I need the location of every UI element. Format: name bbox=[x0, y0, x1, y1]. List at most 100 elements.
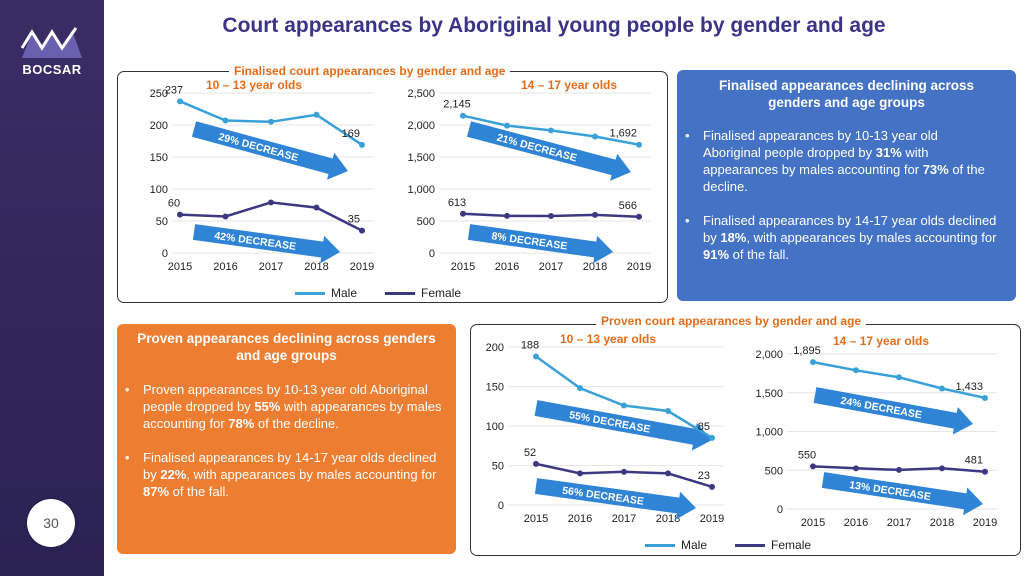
female-data-label: 550 bbox=[798, 449, 816, 461]
y-tick-label: 200 bbox=[486, 342, 504, 354]
female-data-point bbox=[460, 210, 466, 217]
male-data-label: 1,433 bbox=[955, 381, 983, 393]
decrease-annotation: 55% DECREASE bbox=[568, 409, 651, 436]
male-data-label: 169 bbox=[342, 128, 360, 140]
male-data-label: 188 bbox=[521, 339, 539, 351]
male-data-point bbox=[577, 385, 583, 392]
legend-male-swatch bbox=[295, 291, 325, 295]
sidebar: BOCSAR 30 bbox=[0, 0, 104, 576]
female-data-point bbox=[548, 213, 554, 220]
legend-female-label: Female bbox=[771, 538, 812, 552]
decrease-arrow bbox=[534, 400, 712, 451]
y-tick-label: 2,000 bbox=[407, 120, 435, 132]
proven-legend: Male Female bbox=[645, 538, 811, 552]
decrease-arrow bbox=[534, 478, 696, 520]
female-data-point bbox=[939, 465, 945, 472]
male-data-label: 85 bbox=[698, 421, 710, 433]
proven-info-box: Proven appearances declining across gend… bbox=[117, 324, 456, 554]
proven-bullet-2: Finalised appearances by 14-17 year olds… bbox=[117, 449, 442, 500]
proven-bullet-1: Proven appearances by 10-13 year old Abo… bbox=[117, 381, 442, 432]
chart-finalised-14-17: 0 500 1,000 1,500 2,000 2,500 2015 2016 2017 2018… bbox=[407, 78, 651, 273]
finalised-info-box: Finalised appearances declining across g… bbox=[677, 70, 1016, 301]
finalised-panel bbox=[117, 71, 668, 303]
male-data-point bbox=[359, 141, 365, 148]
x-tick-label: 2015 bbox=[168, 261, 192, 273]
x-tick-label: 2016 bbox=[568, 513, 592, 525]
finalised-legend: Male Female bbox=[295, 286, 461, 300]
chart-proven-14-17: 0 500 1,000 1,500 2,000 2015 2016 2017 2018 2019 1… bbox=[755, 334, 997, 529]
proven-info-heading: Proven appearances declining across gend… bbox=[137, 331, 436, 363]
proven-info-list: Proven appearances by 10-13 year old Abo… bbox=[117, 381, 456, 500]
male-data-label: 1,895 bbox=[793, 345, 821, 357]
female-data-point bbox=[636, 213, 642, 220]
male-data-point bbox=[810, 359, 816, 366]
male-data-point bbox=[621, 402, 627, 409]
x-tick-label: 2017 bbox=[612, 513, 636, 525]
legend-male-label: Male bbox=[331, 286, 358, 300]
female-data-point bbox=[810, 463, 816, 470]
female-data-label: 566 bbox=[619, 200, 637, 212]
x-tick-label: 2016 bbox=[213, 261, 237, 273]
decrease-arrow bbox=[813, 387, 973, 435]
male-data-label: 1,692 bbox=[609, 128, 637, 140]
female-data-point bbox=[853, 465, 859, 472]
male-data-point bbox=[982, 394, 988, 401]
female-data-label: 481 bbox=[965, 455, 983, 467]
y-tick-label: 250 bbox=[150, 88, 168, 100]
male-data-point bbox=[268, 118, 274, 125]
x-tick-label: 2018 bbox=[656, 513, 680, 525]
male-data-point bbox=[460, 112, 466, 119]
y-tick-label: 0 bbox=[162, 248, 168, 260]
finalised-panel-title: Finalised court appearances by gender an… bbox=[229, 64, 511, 78]
female-data-point bbox=[222, 213, 229, 220]
y-tick-label: 150 bbox=[486, 382, 504, 394]
y-tick-label: 50 bbox=[156, 216, 168, 228]
decrease-arrow bbox=[821, 472, 983, 516]
female-data-label: 613 bbox=[448, 197, 466, 209]
y-tick-label: 500 bbox=[765, 465, 783, 477]
x-tick-label: 2016 bbox=[844, 517, 868, 529]
male-data-point bbox=[533, 353, 539, 360]
decrease-arrow bbox=[192, 224, 340, 264]
proven-panel bbox=[470, 324, 1021, 556]
male-data-label: 2,145 bbox=[443, 99, 471, 111]
female-data-label: 23 bbox=[698, 470, 710, 482]
x-tick-label: 2015 bbox=[524, 513, 548, 525]
male-data-point bbox=[222, 117, 229, 124]
decrease-arrow bbox=[466, 121, 631, 181]
y-tick-label: 0 bbox=[498, 500, 504, 512]
x-tick-label: 2015 bbox=[801, 517, 825, 529]
legend-male-label: Male bbox=[681, 538, 708, 552]
x-tick-label: 2017 bbox=[539, 261, 563, 273]
y-tick-label: 0 bbox=[429, 248, 435, 260]
legend-female-label: Female bbox=[421, 286, 462, 300]
y-tick-label: 100 bbox=[150, 184, 168, 196]
proven-panel-title: Proven court appearances by gender and a… bbox=[596, 314, 867, 328]
y-tick-label: 2,500 bbox=[407, 88, 435, 100]
page-number: 30 bbox=[27, 499, 75, 547]
female-data-point bbox=[621, 468, 627, 475]
y-tick-label: 0 bbox=[777, 504, 783, 516]
female-data-label: 52 bbox=[524, 447, 536, 459]
y-tick-label: 500 bbox=[417, 216, 435, 228]
x-tick-label: 2019 bbox=[627, 261, 651, 273]
legend-female-swatch bbox=[385, 291, 416, 295]
male-data-point bbox=[548, 127, 554, 134]
female-data-label: 60 bbox=[168, 198, 180, 210]
female-data-point bbox=[504, 212, 510, 219]
x-tick-label: 2019 bbox=[973, 517, 997, 529]
x-tick-label: 2018 bbox=[304, 261, 328, 273]
male-data-point bbox=[592, 133, 598, 140]
x-tick-label: 2015 bbox=[451, 261, 475, 273]
female-data-point bbox=[896, 466, 902, 473]
male-data-point bbox=[896, 374, 902, 381]
female-data-point bbox=[665, 470, 671, 477]
male-data-point bbox=[313, 111, 320, 118]
x-tick-label: 2018 bbox=[930, 517, 954, 529]
finalised-bullet-1: Finalised appearances by 10-13 year old … bbox=[677, 127, 998, 195]
male-data-point bbox=[636, 141, 642, 148]
female-data-point bbox=[313, 204, 320, 211]
chart-finalised-10-13: 0 50 100 150 200 250 2015 2016 2017 2018 2019 10 – … bbox=[150, 78, 375, 273]
female-data-point bbox=[592, 211, 598, 218]
male-data-point bbox=[177, 98, 183, 105]
